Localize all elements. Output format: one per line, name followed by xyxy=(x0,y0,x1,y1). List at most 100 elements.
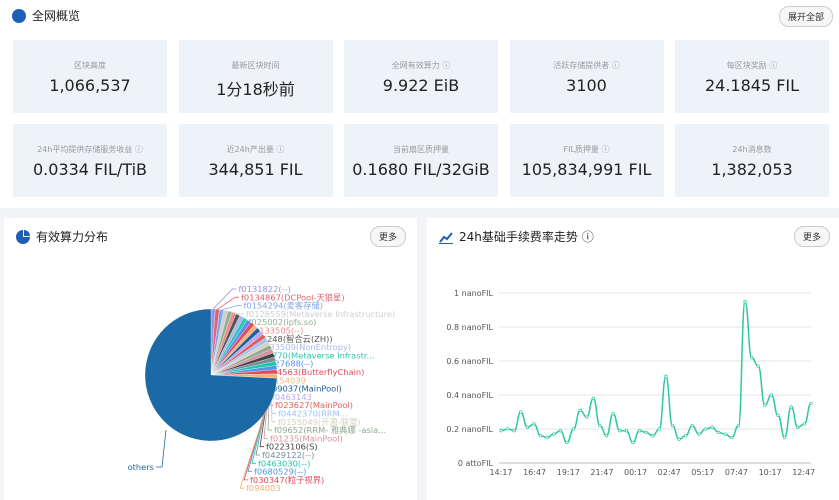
stat-label: FIL质押量 ⓘ xyxy=(563,145,610,154)
data-point[interactable] xyxy=(651,434,655,438)
data-point[interactable] xyxy=(637,429,642,433)
pie-label: f01248(智合云(ZH)) xyxy=(254,334,333,344)
pie-label: f0463030(--) xyxy=(258,458,310,468)
data-point[interactable] xyxy=(631,440,635,445)
pie-label: f0131822(--) xyxy=(239,284,291,294)
stat-card: 24h平均提供存储服务收益 ⓘ 0.0334 FIL/TiB xyxy=(13,124,167,197)
data-point[interactable] xyxy=(538,434,543,438)
overview-title: 全网概览 xyxy=(32,9,81,23)
data-point[interactable] xyxy=(578,408,582,412)
stat-label: 24h消息数 xyxy=(732,145,772,154)
data-point[interactable] xyxy=(736,423,741,428)
data-point[interactable] xyxy=(624,429,628,433)
stat-label: 最新区块时间 xyxy=(231,61,280,70)
power-more-button[interactable]: 更多 xyxy=(370,226,407,247)
stat-value: 344,851 FIL xyxy=(208,160,303,179)
data-point[interactable] xyxy=(591,396,595,401)
data-point[interactable] xyxy=(532,422,536,426)
data-point[interactable] xyxy=(677,437,681,441)
stat-value: 1,066,537 xyxy=(49,76,131,95)
x-tick-label: 00:17 xyxy=(624,468,647,477)
fee-panel-title: 24h基础手续费率走势 ⓘ xyxy=(459,230,594,244)
stat-label: 全网有效算力 ⓘ xyxy=(391,61,451,70)
data-point[interactable] xyxy=(789,405,793,409)
data-point[interactable] xyxy=(519,410,523,414)
label-line xyxy=(156,429,167,468)
data-point[interactable] xyxy=(552,432,556,436)
data-point[interactable] xyxy=(670,423,675,428)
x-tick-label: 19:17 xyxy=(557,468,580,477)
pie-label: f0133505(--) xyxy=(251,326,303,336)
data-point[interactable] xyxy=(776,413,780,418)
data-point[interactable] xyxy=(512,429,516,433)
pie-label: f094003 xyxy=(246,483,281,493)
data-point[interactable] xyxy=(545,435,549,440)
y-tick-label: 0.4 nanoFIL xyxy=(446,391,493,400)
pie-label: f0680529(--) xyxy=(254,467,306,477)
y-tick-label: 0.8 nanoFIL xyxy=(446,323,493,332)
data-point[interactable] xyxy=(505,427,510,431)
stat-value: 3100 xyxy=(566,76,607,95)
data-point[interactable] xyxy=(585,415,589,419)
stat-label: 当前扇区质押量 xyxy=(393,145,449,154)
data-point[interactable] xyxy=(690,423,694,428)
stat-label: 每区块奖励 ⓘ xyxy=(726,61,778,70)
data-point[interactable] xyxy=(618,429,622,433)
data-point[interactable] xyxy=(710,425,714,429)
data-point[interactable] xyxy=(730,435,734,440)
data-point[interactable] xyxy=(604,434,609,438)
pie-label: f025002(ipfs.so) xyxy=(249,317,317,327)
data-point[interactable] xyxy=(499,429,503,433)
data-point[interactable] xyxy=(565,440,569,445)
expand-all-button[interactable]: 展开全部 xyxy=(779,6,834,27)
stat-value: 1,382,053 xyxy=(711,160,793,179)
data-point[interactable] xyxy=(684,434,688,438)
overview-section: 全网概览 展开全部 区块高度 1,066,537 最新区块时间 1分18秒前 全网有效算… xyxy=(0,0,839,208)
data-point[interactable] xyxy=(723,432,727,436)
stat-card: 最新区块时间 1分18秒前 xyxy=(178,40,333,113)
data-point[interactable] xyxy=(703,427,708,431)
pie-label: f01235(MainPool) xyxy=(270,433,343,443)
data-point[interactable] xyxy=(809,401,813,406)
data-point[interactable] xyxy=(769,393,774,397)
data-point[interactable] xyxy=(598,423,602,428)
base-fee-line-chart: 0 attoFIL 0.2 nanoFIL 0.4 nanoFIL 0.6 nanoF… xyxy=(446,289,815,477)
fee-more-button[interactable]: 更多 xyxy=(794,226,831,247)
data-point[interactable] xyxy=(664,374,668,378)
pie-label: f0133509(NonEntropy) xyxy=(256,342,351,352)
stat-card: 24h消息数 1,382,053 xyxy=(675,124,829,197)
data-point[interactable] xyxy=(697,432,701,436)
data-point[interactable] xyxy=(657,427,661,431)
overview-header: 全网概览 xyxy=(12,7,80,24)
pie-label: f09652(RRM- 雅典娜 -asia... xyxy=(274,425,386,435)
data-point[interactable] xyxy=(743,299,747,304)
data-point[interactable] xyxy=(756,364,760,368)
y-tick-label: 0 attoFIL xyxy=(458,459,494,468)
pie-label: f0155049(开源-联盟) xyxy=(278,417,361,427)
data-point[interactable] xyxy=(571,427,576,431)
pie-slice[interactable] xyxy=(144,308,278,442)
data-point[interactable] xyxy=(796,425,800,429)
data-point[interactable] xyxy=(644,430,648,435)
pie-label: f024563(ButterflyChain) xyxy=(264,367,365,377)
y-tick-label: 0.6 nanoFIL xyxy=(446,357,493,366)
stat-value: 1分18秒前 xyxy=(216,80,295,99)
data-point[interactable] xyxy=(763,403,767,407)
x-tick-label: 07:47 xyxy=(725,468,748,477)
x-tick-label: 02:47 xyxy=(658,468,681,477)
data-point[interactable] xyxy=(558,429,563,433)
data-point[interactable] xyxy=(717,430,721,435)
pie-label: f0134867(DCPool-天狼星) xyxy=(241,292,345,302)
data-point[interactable] xyxy=(611,412,615,416)
data-point[interactable] xyxy=(525,425,530,429)
base-fee-panel: 24h基础手续费率走势 ⓘ 更多 0 attoFIL 0.2 nanoFIL 0.4… xyxy=(427,218,839,500)
data-point[interactable] xyxy=(749,355,754,360)
data-point[interactable] xyxy=(802,422,807,426)
data-point[interactable] xyxy=(782,435,787,440)
stat-value: 105,834,991 FIL xyxy=(521,160,652,179)
stat-value: 24.1845 FIL xyxy=(704,76,800,95)
pie-label: f0463143 xyxy=(272,392,312,402)
stat-label: 活跃存储提供者 ⓘ xyxy=(553,61,620,70)
stat-card: 近24h产出量 ⓘ 344,851 FIL xyxy=(178,124,333,197)
stat-label: 24h平均提供存储服务收益 ⓘ xyxy=(37,145,143,154)
